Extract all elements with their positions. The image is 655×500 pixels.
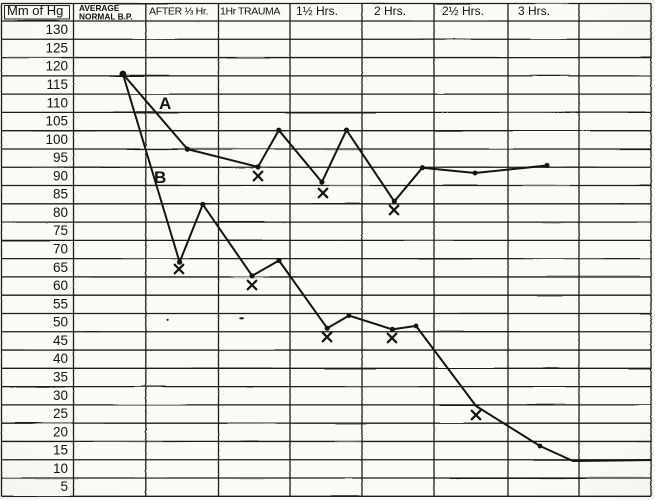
svg-text:80: 80	[53, 205, 68, 220]
svg-text:5: 5	[60, 479, 68, 494]
svg-text:65: 65	[53, 260, 68, 275]
svg-text:Mm of Hg: Mm of Hg	[7, 3, 63, 18]
svg-text:40: 40	[53, 351, 68, 366]
svg-text:30: 30	[53, 388, 68, 403]
svg-text:85: 85	[53, 187, 68, 202]
svg-text:75: 75	[53, 223, 68, 238]
svg-text:15: 15	[53, 443, 68, 458]
svg-text:130: 130	[45, 22, 68, 37]
svg-text:1Hr TRAUMA: 1Hr TRAUMA	[220, 6, 280, 18]
svg-text:115: 115	[46, 77, 68, 92]
svg-text:AFTER ⅓ Hr.: AFTER ⅓ Hr.	[149, 6, 208, 18]
svg-text:20: 20	[53, 424, 68, 439]
svg-text:55: 55	[53, 296, 68, 311]
svg-text:25: 25	[53, 406, 68, 421]
svg-text:B: B	[154, 168, 166, 187]
svg-text:35: 35	[53, 370, 68, 385]
svg-text:A: A	[159, 94, 171, 113]
svg-text:2 Hrs.: 2 Hrs.	[374, 4, 406, 18]
svg-text:120: 120	[45, 59, 68, 74]
svg-text:45: 45	[53, 333, 68, 348]
svg-text:60: 60	[53, 278, 68, 293]
svg-text:2½ Hrs.: 2½ Hrs.	[442, 4, 484, 18]
svg-text:NORMAL B.P.: NORMAL B.P.	[79, 11, 133, 21]
svg-text:105: 105	[45, 114, 68, 129]
svg-text:125: 125	[45, 40, 68, 55]
svg-text:70: 70	[53, 242, 68, 257]
svg-text:110: 110	[46, 95, 68, 110]
svg-text:50: 50	[53, 315, 68, 330]
svg-text:95: 95	[53, 150, 68, 165]
svg-text:3 Hrs.: 3 Hrs.	[518, 4, 550, 18]
svg-text:10: 10	[53, 461, 68, 476]
svg-text:1½ Hrs.: 1½ Hrs.	[296, 4, 338, 18]
svg-text:100: 100	[45, 132, 68, 147]
svg-text:90: 90	[53, 168, 68, 183]
